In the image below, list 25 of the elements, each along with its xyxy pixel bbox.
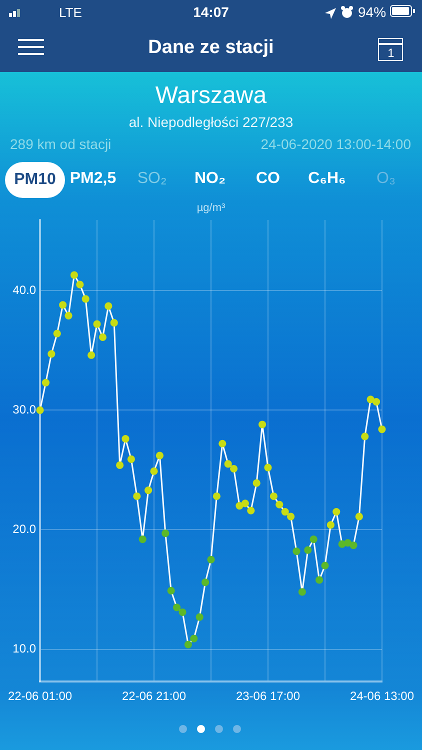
y-tick-label: 20.0 [12, 522, 36, 536]
y-tick-label: 40.0 [12, 282, 36, 297]
y-tick-label: 10.0 [12, 642, 36, 656]
text: PM10 [5, 162, 65, 198]
text: 289 km od stacji [10, 136, 112, 152]
x-tick-label: 22-06 01:00 [8, 689, 72, 704]
chart-title: Warszawa [154, 82, 268, 110]
text: 24-06-2020 13:00-14:00 [260, 136, 411, 152]
text: C₆H₆ [307, 170, 347, 188]
text: 14:07 [193, 4, 229, 20]
text: 1 [386, 46, 396, 60]
text: SO₂ [136, 170, 168, 188]
x-tick-label: 23-06 17:00 [236, 689, 300, 704]
text: NO₂ [193, 170, 227, 188]
text: Dane ze stacji [148, 37, 274, 58]
x-tick-label: 22-06 21:00 [122, 689, 186, 704]
text: 94% [358, 4, 386, 20]
text: LTE [59, 5, 82, 20]
y-axis-title: µg/m³ [196, 202, 226, 214]
x-tick-label: 24-06 13:00 [350, 689, 414, 704]
chart-subtitle: al. Niepodległości 227/233 [128, 114, 294, 130]
y-tick-label: 30.0 [12, 402, 36, 416]
text: PM2,5 [68, 170, 118, 188]
text: O₃ [376, 170, 396, 188]
text: CO [255, 170, 281, 188]
